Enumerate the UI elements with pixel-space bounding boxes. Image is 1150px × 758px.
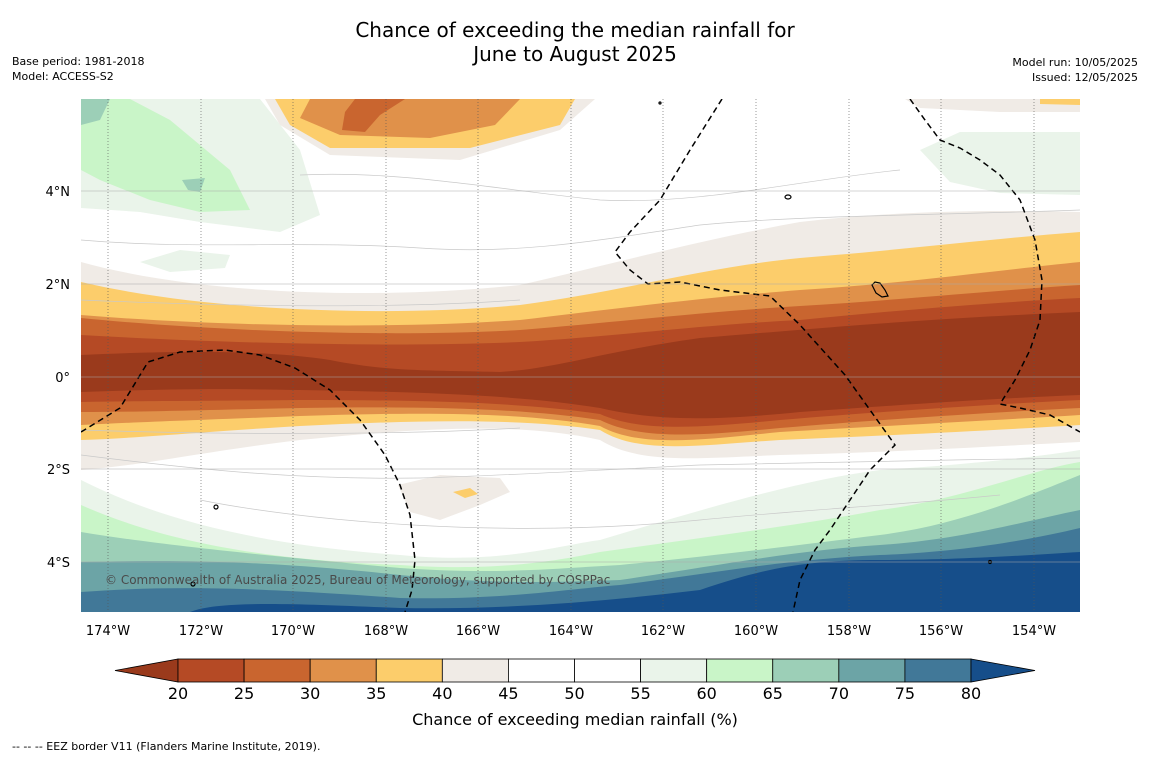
lon-label: 174°W xyxy=(86,624,130,639)
meta-right: Model run: 10/05/2025 Issued: 12/05/2025 xyxy=(1012,55,1138,85)
base-period: Base period: 1981-2018 xyxy=(12,55,145,68)
band-20 xyxy=(81,312,1080,419)
colorbar-segment xyxy=(640,658,708,683)
lon-label: 154°W xyxy=(1012,624,1056,639)
lat-label: 0° xyxy=(55,371,70,386)
copyright-notice: © Commonwealth of Australia 2025, Bureau… xyxy=(105,573,610,587)
lon-label: 162°W xyxy=(641,624,685,639)
green-patch-northwest-inner xyxy=(81,99,250,212)
colorbar-tick-labels: 20 25 30 35 40 45 50 55 60 65 70 75 80 xyxy=(168,684,981,703)
colorbar-extend-low xyxy=(114,658,179,683)
map-field xyxy=(81,99,1080,612)
green-patch-northwest-small xyxy=(81,99,110,125)
dry-patch-south-small xyxy=(453,488,478,498)
colorbar-segment xyxy=(375,658,443,683)
colorbar-segment xyxy=(441,658,509,683)
contour-lines xyxy=(81,169,1080,529)
island-small-2 xyxy=(213,504,219,510)
colorbar-tick: 70 xyxy=(829,684,849,703)
colorbar-segment xyxy=(309,658,377,683)
lat-label: 4°S xyxy=(47,556,70,571)
island-small-1 xyxy=(784,194,792,200)
colorbar-tick: 25 xyxy=(234,684,254,703)
lon-label: 172°W xyxy=(179,624,223,639)
lon-label: 158°W xyxy=(827,624,871,639)
lat-label: 2°N xyxy=(46,278,71,293)
dry-patch-northeast xyxy=(905,99,1080,112)
dry-patch-south xyxy=(398,475,510,520)
lon-label: 164°W xyxy=(549,624,593,639)
lon-label: 160°W xyxy=(734,624,778,639)
colorbar-tick: 35 xyxy=(366,684,386,703)
colorbar-tick: 75 xyxy=(895,684,915,703)
green-patch-north-small xyxy=(182,178,205,192)
colorbar-segment xyxy=(508,658,575,683)
colorbar-tick: 20 xyxy=(168,684,188,703)
island-small-5 xyxy=(658,101,662,105)
colorbar-segment xyxy=(904,658,972,683)
lat-label: 4°N xyxy=(46,185,71,200)
issued-date: Issued: 12/05/2025 xyxy=(1031,71,1138,84)
lat-label: 2°S xyxy=(47,463,70,478)
colorbar-segment xyxy=(772,658,840,683)
eez-border xyxy=(81,99,1080,612)
colorbar-extend-high xyxy=(970,658,1036,683)
title-line-1: Chance of exceeding the median rainfall … xyxy=(355,18,795,42)
colorbar-tick: 50 xyxy=(564,684,584,703)
dry-patch-northeast-small xyxy=(1040,99,1080,105)
model-run: Model run: 10/05/2025 xyxy=(1012,56,1138,69)
colorbar-segment xyxy=(243,658,311,683)
model-name: Model: ACCESS-S2 xyxy=(12,70,114,83)
green-patch-north-mid xyxy=(140,250,230,272)
lon-label: 170°W xyxy=(271,624,315,639)
lon-label: 168°W xyxy=(364,624,408,639)
colorbar-tick: 60 xyxy=(696,684,716,703)
dry-patch-north-core xyxy=(342,99,405,132)
colorbar-tick: 55 xyxy=(630,684,650,703)
lon-label: 156°W xyxy=(919,624,963,639)
colorbar-tick: 65 xyxy=(763,684,783,703)
colorbar-tick: 45 xyxy=(498,684,518,703)
title-line-2: June to August 2025 xyxy=(473,42,677,66)
colorbar-segment xyxy=(706,658,774,683)
colorbar xyxy=(114,658,1036,683)
meta-left: Base period: 1981-2018 Model: ACCESS-S2 xyxy=(12,54,144,84)
island-kiritimati xyxy=(871,281,889,298)
map-title: Chance of exceeding the median rainfall … xyxy=(0,18,1150,66)
colorbar-tick: 40 xyxy=(432,684,452,703)
longitude-labels: 174°W 172°W 170°W 168°W 166°W 164°W 162°… xyxy=(86,624,1056,639)
latitude-gridlines xyxy=(81,190,1080,563)
colorbar-segment xyxy=(838,658,906,683)
island-small-3 xyxy=(190,581,196,587)
colorbar-segment xyxy=(177,658,245,683)
colorbar-tick: 30 xyxy=(300,684,320,703)
colorbar-segment xyxy=(574,658,641,683)
band-80-south xyxy=(190,552,1080,612)
lon-label: 166°W xyxy=(456,624,500,639)
eez-footnote: -- -- -- EEZ border V11 (Flanders Marine… xyxy=(12,740,321,753)
colorbar-label: Chance of exceeding median rainfall (%) xyxy=(412,710,738,729)
latitude-labels: 4°N 2°N 0° 2°S 4°S xyxy=(46,185,71,571)
colorbar-tick: 80 xyxy=(961,684,981,703)
